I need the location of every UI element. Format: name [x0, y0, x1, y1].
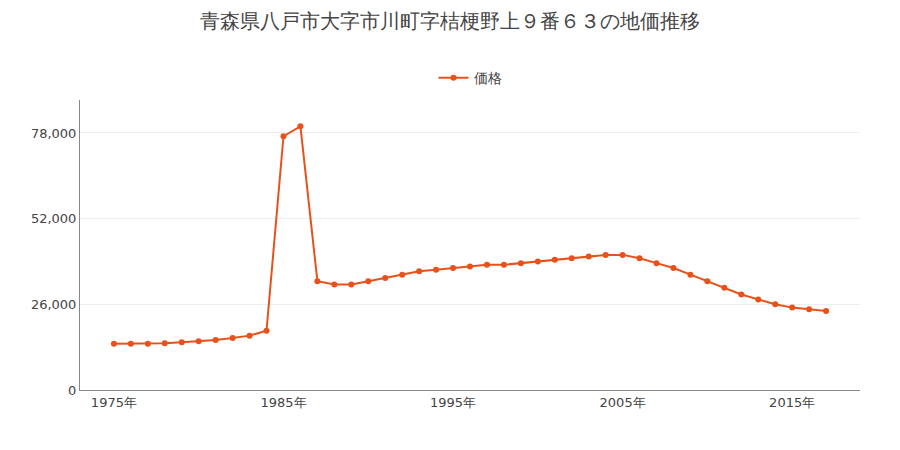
svg-text:1995年: 1995年	[430, 395, 476, 410]
svg-text:価格: 価格	[474, 70, 502, 86]
svg-text:78,000: 78,000	[31, 126, 77, 141]
svg-text:青森県八戸市大字市川町字桔梗野上９番６３の地価推移: 青森県八戸市大字市川町字桔梗野上９番６３の地価推移	[200, 9, 700, 33]
svg-text:2005年: 2005年	[600, 395, 646, 410]
svg-text:2015年: 2015年	[769, 395, 815, 410]
svg-text:1985年: 1985年	[260, 395, 306, 410]
svg-text:0: 0	[68, 383, 76, 398]
svg-text:52,000: 52,000	[31, 211, 77, 226]
svg-text:1975年: 1975年	[91, 395, 137, 410]
svg-text:26,000: 26,000	[31, 297, 77, 312]
